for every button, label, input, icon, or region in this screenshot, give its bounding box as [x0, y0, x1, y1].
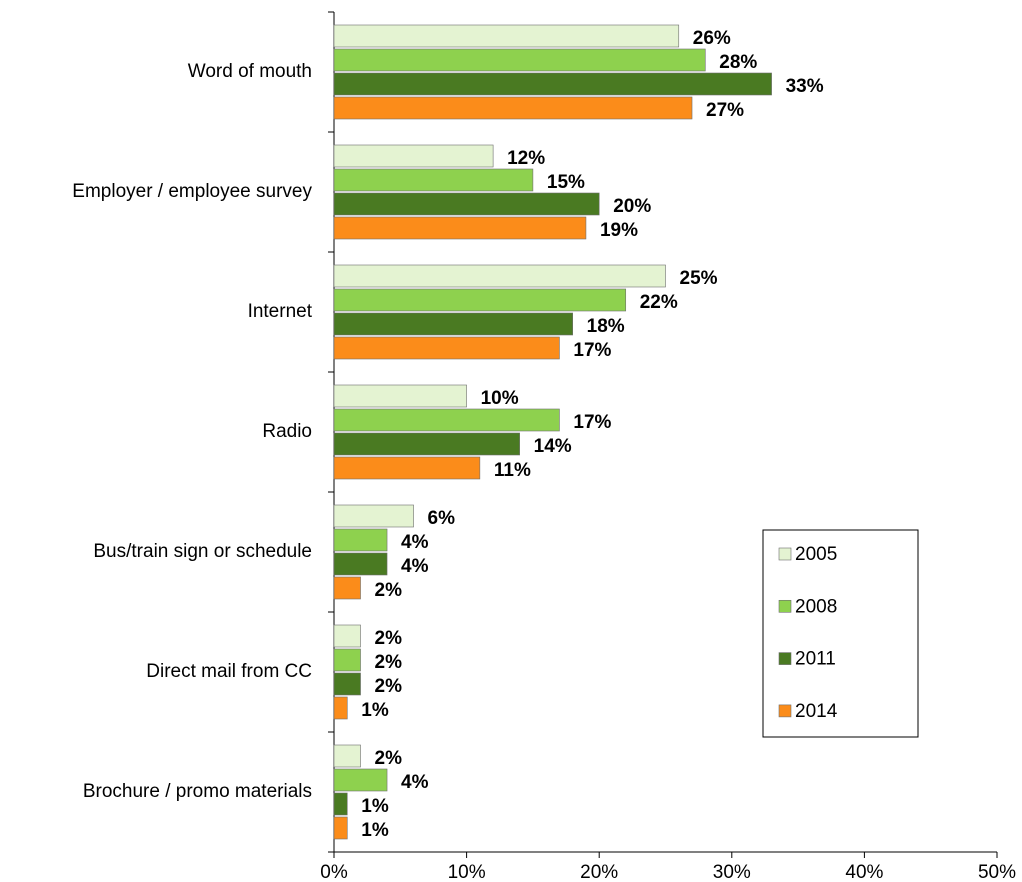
- value-label: 6%: [428, 508, 456, 529]
- legend-swatch: [778, 547, 792, 561]
- category-label: Internet: [248, 301, 313, 322]
- legend-label: 2005: [795, 544, 837, 565]
- value-label: 2%: [375, 580, 403, 601]
- category-label: Direct mail from CC: [146, 661, 312, 682]
- legend-swatch: [778, 599, 792, 613]
- value-label: 27%: [706, 100, 744, 121]
- value-label: 33%: [786, 76, 824, 97]
- value-label: 11%: [494, 460, 531, 481]
- value-label: 25%: [680, 268, 718, 289]
- category-label: Bus/train sign or schedule: [93, 541, 312, 562]
- value-label: 14%: [534, 436, 572, 457]
- value-label: 17%: [573, 412, 611, 433]
- x-tick-label: 30%: [713, 862, 751, 882]
- bar: [333, 576, 361, 600]
- bar: [333, 264, 666, 288]
- value-label: 19%: [600, 220, 638, 241]
- value-label: 15%: [547, 172, 585, 193]
- value-label: 17%: [573, 340, 611, 361]
- category-label: Employer / employee survey: [72, 181, 312, 202]
- x-tick-label: 10%: [448, 862, 486, 882]
- category-label: Brochure / promo materials: [83, 781, 312, 802]
- value-label: 2%: [375, 628, 403, 649]
- bar: [333, 384, 467, 408]
- x-tick-label: 50%: [978, 862, 1016, 882]
- bar: [333, 816, 348, 840]
- bar: [333, 528, 388, 552]
- value-label: 4%: [401, 532, 429, 553]
- bar: [333, 288, 627, 312]
- bar: [333, 192, 600, 216]
- value-label: 2%: [375, 748, 403, 769]
- bar: [333, 72, 772, 96]
- x-tick-label: 0%: [320, 862, 348, 882]
- value-label: 12%: [507, 148, 545, 169]
- bar: [333, 768, 388, 792]
- bar: [333, 648, 361, 672]
- bar: [333, 696, 348, 720]
- value-label: 26%: [693, 28, 731, 49]
- value-label: 2%: [375, 676, 403, 697]
- bar: [333, 792, 348, 816]
- bar: [333, 744, 361, 768]
- bar: [333, 312, 573, 336]
- category-label: Radio: [262, 421, 312, 442]
- legend-label: 2008: [795, 596, 837, 617]
- bar: [333, 144, 494, 168]
- value-label: 10%: [481, 388, 519, 409]
- value-label: 22%: [640, 292, 678, 313]
- bar: [333, 96, 693, 120]
- value-label: 2%: [375, 652, 403, 673]
- value-label: 28%: [719, 52, 757, 73]
- value-label: 18%: [587, 316, 625, 337]
- legend-label: 2011: [795, 649, 836, 670]
- value-label: 4%: [401, 772, 429, 793]
- bar: [333, 408, 560, 432]
- value-label: 4%: [401, 556, 429, 577]
- bar: [333, 432, 520, 456]
- bar: [333, 336, 560, 360]
- value-label: 1%: [361, 700, 389, 721]
- legend-box: [762, 529, 919, 738]
- category-label: Word of mouth: [188, 61, 312, 82]
- legend-swatch: [778, 704, 792, 718]
- bar: [333, 216, 587, 240]
- bar: [333, 504, 414, 528]
- legend-swatch: [778, 652, 792, 665]
- bar: [333, 552, 388, 576]
- value-label: 1%: [361, 796, 389, 817]
- bar: [333, 24, 680, 48]
- value-label: 20%: [613, 196, 651, 217]
- legend-label: 2014: [795, 701, 838, 722]
- value-label: 1%: [361, 820, 389, 841]
- x-tick-label: 40%: [845, 862, 883, 882]
- bar: [333, 48, 706, 72]
- bar: [333, 168, 534, 192]
- bar: [333, 456, 481, 480]
- x-tick-label: 20%: [580, 862, 618, 882]
- bar: [333, 624, 361, 648]
- bar: [333, 672, 361, 696]
